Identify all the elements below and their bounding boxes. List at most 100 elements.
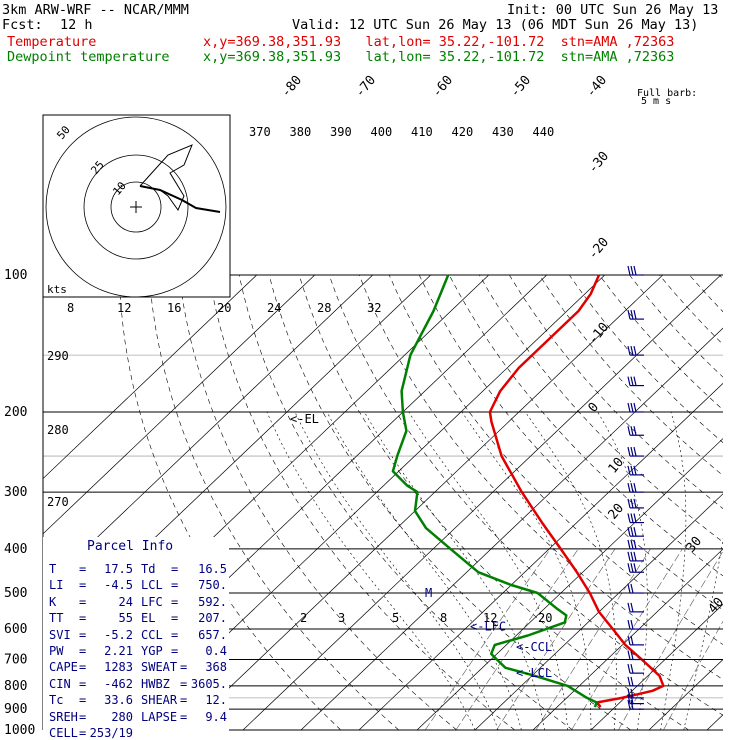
dry-adiabat (328, 274, 723, 716)
parcel-equals: = (171, 562, 179, 576)
temperature-profile (488, 274, 665, 708)
parcel-param-value: 280 (111, 709, 133, 724)
pressure-tick-label: 200 (4, 405, 27, 420)
barb-flag (627, 265, 631, 276)
barb-flag (630, 265, 634, 276)
pressure-tick-label: 1000 (4, 723, 35, 738)
isotherm-line (358, 382, 723, 730)
mixing-ratio-label: 8 (67, 301, 74, 315)
barb-flag (627, 664, 631, 674)
parcel-param-value: 253/19 (89, 726, 133, 740)
barb-flag (633, 551, 637, 562)
parcel-param-label: CIN (49, 676, 71, 691)
level-marker-m: M (425, 586, 432, 600)
wind-barb (627, 676, 644, 687)
isotherm-line (43, 274, 431, 645)
isotherm-line (43, 274, 257, 480)
barb-flag (627, 402, 631, 413)
dry-adiabat (238, 274, 573, 730)
parcel-param-value: 657. (198, 627, 227, 642)
parcel-param-value: -5.2 (104, 627, 133, 642)
dry-adiabat (659, 274, 723, 345)
isotherm-tick-label: -20 (586, 235, 613, 263)
barb-flag (630, 309, 634, 320)
parcel-equals: = (180, 693, 188, 708)
barb-flag (630, 583, 634, 594)
mixing-ratio-label: 12 (117, 301, 131, 315)
dewpoint-profile (391, 274, 598, 708)
barb-flag (630, 688, 634, 699)
parcel-param-label: CCL (141, 627, 163, 642)
parcel-info-row: T 17.5 Td 16.5 = = (49, 562, 231, 576)
parcel-param-value: 55 (118, 611, 133, 626)
barb-flag (633, 527, 637, 537)
wind-barb (627, 265, 644, 276)
barb-flag (630, 527, 634, 537)
parcel-equals: = (79, 709, 87, 724)
isotherm-line (242, 274, 721, 730)
wind-barb (627, 527, 644, 537)
wind-barb (627, 513, 644, 524)
dry-adiabat (268, 274, 631, 730)
theta-label: 280 (47, 423, 69, 437)
parcel-param-value: 16.5 (198, 562, 227, 576)
isotherm-line (43, 274, 315, 535)
mixing-ratio-label: 16 (167, 301, 181, 315)
parcel-equals: = (79, 611, 87, 626)
isotherm-line (532, 548, 723, 730)
isotherm-tick-label: -50 (508, 73, 535, 101)
parcel-param-value: 0.4 (205, 644, 227, 658)
parcel-equals: = (180, 676, 188, 691)
barb-flag (633, 345, 637, 356)
parcel-equals: = (79, 726, 87, 740)
wind-barb (627, 345, 644, 356)
parcel-info-title: Parcel Info (87, 539, 174, 554)
barb-flag (627, 650, 631, 660)
pressure-tick-label: 900 (4, 702, 27, 717)
init-time: Init: 00 UTC Sun 26 May 13 (507, 2, 719, 18)
wind-barb (627, 309, 644, 320)
parcel-equals: = (79, 627, 87, 642)
mixing-ratio-label: 3 (338, 611, 345, 625)
barb-flag (630, 446, 634, 457)
barb-flag (630, 465, 634, 476)
parcel-equals: = (79, 676, 87, 691)
barb-flag (630, 376, 634, 386)
barb-flag (633, 465, 637, 476)
dry-adiabat (178, 274, 457, 730)
parcel-param-value: 24 (118, 594, 133, 609)
model-title: 3km ARW-WRF -- NCAR/MMM (2, 2, 189, 18)
isotherm-line (300, 327, 723, 730)
wind-barb (627, 402, 644, 413)
parcel-param-value: 207. (198, 611, 227, 626)
barb-flag (630, 563, 634, 573)
barb-flag (627, 583, 631, 594)
hodograph-ring (45, 116, 227, 298)
barb-flag (630, 551, 634, 562)
dry-adiabat (118, 274, 341, 730)
parcel-equals: = (171, 611, 179, 626)
theta-label: 410 (411, 125, 433, 139)
mixing-ratio-label: 2 (300, 611, 307, 625)
wind-barb (627, 498, 644, 509)
isotherm-tick-label: -30 (586, 149, 613, 177)
parcel-param-label: CELL (49, 726, 78, 740)
mixing-ratio-line (663, 620, 723, 730)
hodograph-units: kts (47, 283, 67, 296)
theta-label: 420 (452, 125, 474, 139)
dry-adiabat (689, 274, 723, 313)
isotherm-tick-label: -60 (430, 73, 457, 101)
barb-flag (633, 539, 637, 550)
wind-barb (627, 482, 644, 493)
isotherm-tick-label: 30 (684, 534, 706, 556)
parcel-param-value: 9.4 (205, 709, 227, 724)
parcel-equals: = (180, 660, 188, 675)
moist-adiabat (326, 411, 522, 730)
parcel-param-label: PW (49, 644, 64, 658)
parcel-param-value: 2.21 (104, 644, 133, 658)
barb-flag (633, 402, 637, 413)
mixing-ratio-label: 20 (217, 301, 231, 315)
barb-flag (627, 602, 631, 612)
dry-adiabat (418, 274, 723, 611)
